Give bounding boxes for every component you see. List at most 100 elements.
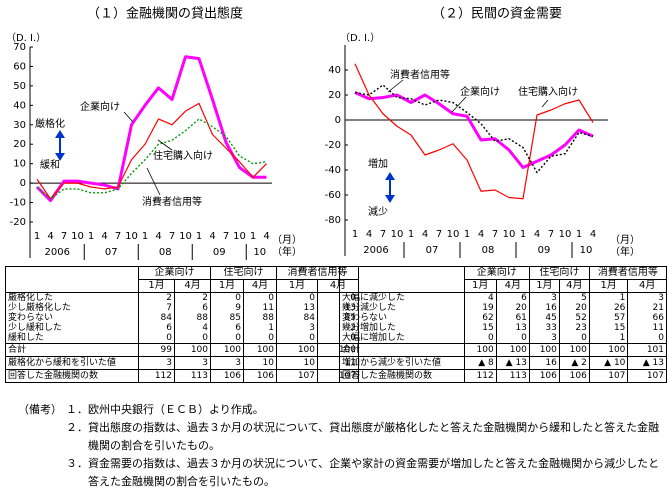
cell: 3	[138, 356, 175, 370]
y-tick-label: 20	[328, 90, 341, 101]
cell: 0	[138, 333, 175, 344]
cell: 0	[463, 333, 497, 344]
cell: 106	[558, 369, 590, 383]
annotation: 企業向け	[460, 85, 500, 98]
cell: 85	[317, 313, 359, 323]
x-tick-label: 7	[115, 231, 121, 242]
group-header: 企業向け	[138, 266, 211, 280]
x-unit-label: （月）	[272, 234, 302, 246]
year-label: 2006	[363, 245, 388, 256]
x-tick-label: 7	[380, 229, 386, 240]
table-row: 合計 99 100 100 100 100 100	[5, 343, 359, 357]
annotation: 住宅購入向け	[153, 149, 213, 162]
x-tick-label: 7	[436, 229, 442, 240]
cell: 100	[210, 343, 244, 357]
cell: 20	[558, 303, 590, 313]
annotation: 緩和	[40, 158, 60, 171]
row-label: 回答した金融機関の数	[5, 369, 139, 383]
row-label: 回答した金融機関の数	[339, 369, 465, 383]
cell: 0	[317, 333, 359, 344]
series-line	[36, 118, 267, 200]
cell: 15	[463, 323, 497, 333]
cell: 0	[276, 333, 318, 344]
x-unit-label: （月）	[610, 234, 640, 246]
tight-ease-arrow	[55, 130, 65, 161]
x-tick-label: 10	[447, 229, 460, 240]
cell: 66	[627, 313, 667, 323]
y-tick-label: 40	[13, 100, 26, 111]
cell: 100	[558, 343, 590, 357]
cell: ▲ 2	[558, 356, 590, 370]
row-label: 大幅に減少した	[342, 293, 406, 303]
cell: 1	[243, 323, 277, 333]
cell: 100	[243, 343, 277, 357]
series-line	[354, 91, 594, 169]
cell: 6	[210, 323, 244, 333]
row-label: 少し緩和した	[8, 323, 63, 333]
notes: （備考） １． 欧州中央銀行（ＥＣＢ）より作成。 ２． 貸出態度の指数は、過去３か月の状…	[18, 401, 663, 491]
cell: ▲ 13	[627, 356, 667, 370]
annotation: 住宅購入向け	[518, 85, 578, 98]
group-header: 企業向け	[463, 266, 530, 280]
x-tick-label: 1	[576, 229, 582, 240]
x-tick-label: 1	[250, 231, 256, 242]
subheader: 1月	[528, 279, 560, 293]
note-number: ２．	[66, 421, 88, 434]
cell: 2	[138, 292, 175, 303]
table-row: 幾分増加した 15 13 33 23 15 11	[340, 323, 667, 333]
year-label: 09	[538, 245, 551, 256]
cell: 0	[317, 292, 359, 303]
note-item: １． 欧州中央銀行（ＥＣＢ）より作成。	[66, 401, 663, 419]
increase-decrease-arrow	[385, 172, 395, 203]
y-tick-label: -80	[325, 215, 341, 226]
series-line	[35, 55, 267, 203]
x-unit-label: （年）	[272, 245, 302, 258]
cell: 26	[588, 303, 628, 313]
table-header-row: 企業向け 住宅向け 消費者信用等	[5, 266, 359, 293]
cell: 107	[276, 369, 318, 383]
leader-line	[123, 111, 134, 123]
subheader: 4月	[174, 279, 211, 293]
table-row: 幾分減少した 19 20 16 20 26 21	[340, 303, 667, 313]
annotation: 増加	[368, 157, 388, 170]
y-tick-label: -20	[325, 140, 341, 151]
cell: 0	[243, 292, 277, 303]
cell: 21	[627, 303, 667, 313]
subheader: 1月	[463, 279, 497, 293]
cell: 45	[528, 313, 560, 323]
cell: 3	[528, 333, 560, 344]
x-tick-label: 1	[34, 231, 40, 242]
row-label: 変わらない	[342, 313, 388, 323]
table-row: 合計 100 100 100 100 100 101	[339, 343, 667, 357]
year-label: 08	[159, 247, 172, 258]
cell: 0	[174, 333, 211, 344]
x-tick-label: 1	[352, 229, 358, 240]
series-line	[36, 102, 267, 200]
cell: 0	[276, 292, 318, 303]
cell: 106	[243, 369, 277, 383]
x-tick-label: 1	[464, 229, 470, 240]
year-label: 08	[482, 245, 495, 256]
row-label: 緩和した	[8, 333, 45, 343]
x-unit-label: （年）	[610, 245, 640, 258]
cell: 107	[588, 369, 628, 383]
notes-label: （備考）	[18, 403, 62, 416]
table-row: 回答した金融機関の数 112 113 106 106 107 107	[5, 369, 359, 383]
cell: 0	[243, 333, 277, 344]
table-subheader-row: 1月 4月 1月 4月 1月 4月	[340, 279, 667, 293]
x-tick-label: 7	[223, 231, 229, 242]
cell: 5	[558, 292, 590, 303]
charts: （１）金融機関の貸出態度（D. I.）-20-10010203040506070…	[6, 6, 640, 260]
cell: 10	[276, 356, 318, 370]
cell: 3	[210, 356, 244, 370]
cell: ▲ 13	[495, 356, 530, 370]
x-tick-label: 10	[233, 231, 246, 242]
table-row: 厳格化した 2 2 0 0 0 0	[6, 292, 359, 303]
cell: 3	[528, 292, 560, 303]
y-tick-label: 20	[13, 139, 26, 150]
year-label: 07	[426, 245, 439, 256]
cell: 107	[627, 369, 667, 383]
table-subheader-row: 1月 4月 1月 4月 1月 4月	[6, 279, 359, 293]
annotation: 消費者信用等	[142, 195, 202, 208]
